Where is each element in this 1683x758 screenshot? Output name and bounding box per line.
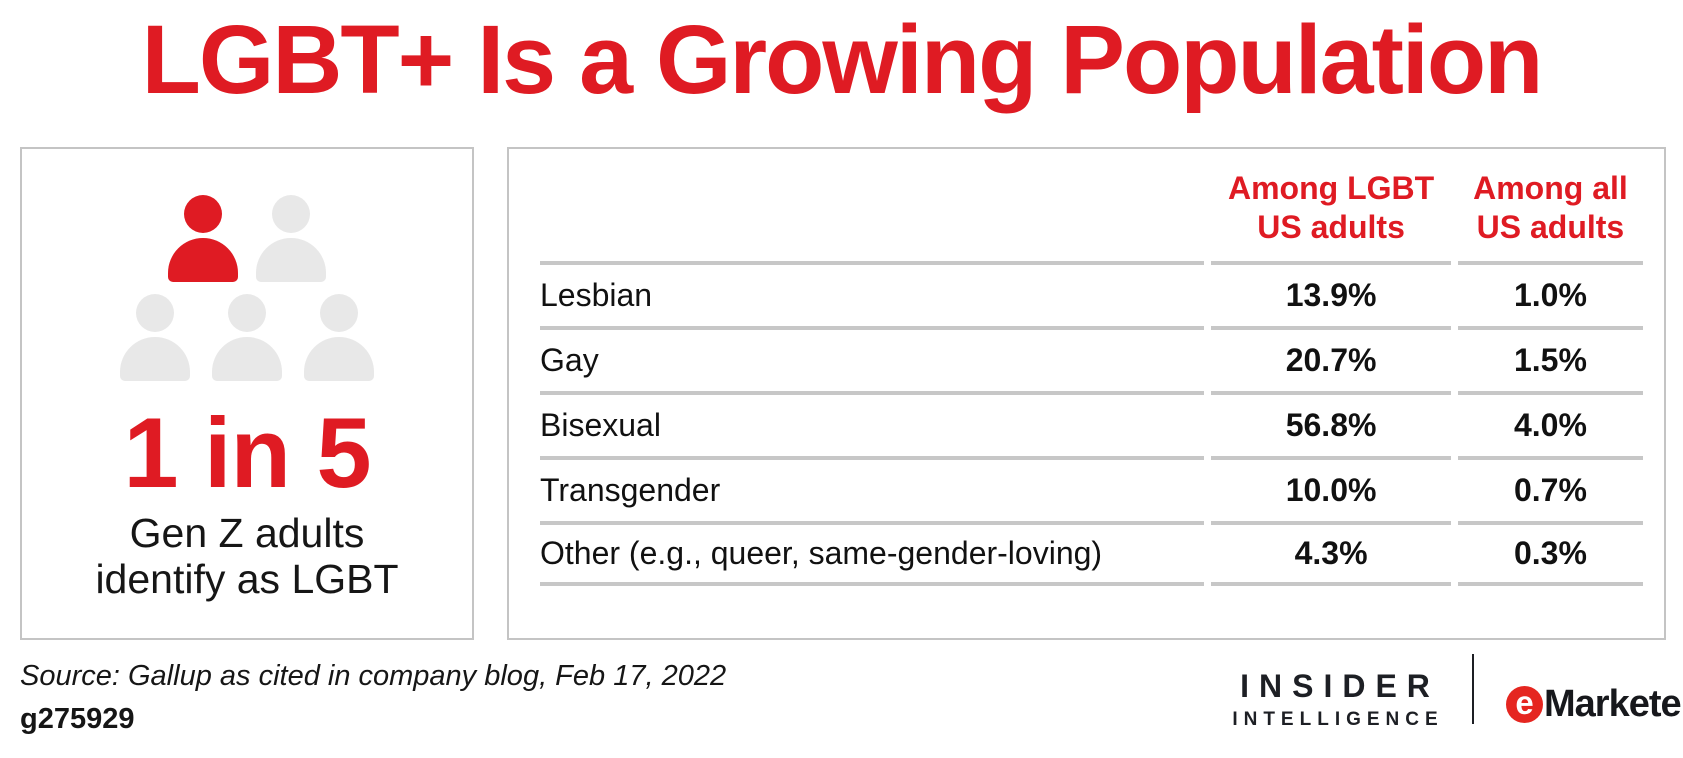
logo-divider bbox=[1472, 654, 1474, 724]
row-value-all: 4.0% bbox=[1457, 391, 1643, 456]
people-pictogram bbox=[120, 195, 374, 381]
person-torso bbox=[120, 337, 190, 381]
person-head bbox=[272, 195, 310, 233]
person-icon bbox=[212, 294, 282, 381]
data-table: Among LGBT US adults Among all US adults… bbox=[533, 149, 1650, 586]
emarketer-wordmark: Marketer bbox=[1544, 683, 1683, 725]
row-value-all: 0.3% bbox=[1457, 521, 1643, 586]
data-table-panel: Among LGBT US adults Among all US adults… bbox=[507, 147, 1666, 640]
stat-panel: 1 in 5 Gen Z adults identify as LGBT bbox=[20, 147, 474, 640]
source-note: Source: Gallup as cited in company blog,… bbox=[20, 660, 727, 692]
person-icon bbox=[304, 294, 374, 381]
row-value-lgbt: 20.7% bbox=[1211, 326, 1451, 391]
table-row: Lesbian 13.9% 1.0% bbox=[540, 261, 1643, 326]
table-row: Gay 20.7% 1.5% bbox=[540, 326, 1643, 391]
person-torso bbox=[168, 238, 238, 282]
person-head bbox=[228, 294, 266, 332]
pictogram-row-2 bbox=[120, 294, 374, 381]
row-value-all: 1.0% bbox=[1457, 261, 1643, 326]
row-value-lgbt: 13.9% bbox=[1211, 261, 1451, 326]
header-spacer bbox=[540, 149, 1204, 261]
pictogram-row-1 bbox=[168, 195, 326, 282]
person-head bbox=[184, 195, 222, 233]
row-value-all: 1.5% bbox=[1457, 326, 1643, 391]
figure-id: g275929 bbox=[20, 703, 135, 735]
person-head bbox=[320, 294, 358, 332]
row-label: Lesbian bbox=[540, 261, 1205, 326]
person-torso bbox=[304, 337, 374, 381]
insider-intelligence-logo: INSIDER INTELLIGENCE bbox=[1222, 668, 1448, 731]
column-header-all-adults: Among all US adults bbox=[1473, 169, 1628, 245]
insider-logo-line2: INTELLIGENCE bbox=[1232, 709, 1444, 730]
insider-logo-line1: INSIDER bbox=[1240, 668, 1440, 704]
stat-value: 1 in 5 bbox=[123, 397, 371, 508]
table-row: Transgender 10.0% 0.7% bbox=[540, 456, 1643, 521]
row-value-all: 0.7% bbox=[1457, 456, 1643, 521]
row-value-lgbt: 56.8% bbox=[1211, 391, 1451, 456]
row-label: Other (e.g., queer, same-gender-loving) bbox=[540, 521, 1205, 586]
row-label: Transgender bbox=[540, 456, 1205, 521]
table-row: Bisexual 56.8% 4.0% bbox=[540, 391, 1643, 456]
stat-caption-line2: identify as LGBT bbox=[95, 556, 399, 603]
page-title: LGBT+ Is a Growing Population bbox=[141, 5, 1544, 114]
table-row: Other (e.g., queer, same-gender-loving) … bbox=[540, 521, 1643, 586]
person-icon bbox=[256, 195, 326, 282]
row-value-lgbt: 4.3% bbox=[1211, 521, 1451, 586]
row-value-lgbt: 10.0% bbox=[1211, 456, 1451, 521]
person-icon-highlighted bbox=[168, 195, 238, 282]
table-header-row: Among LGBT US adults Among all US adults bbox=[540, 149, 1643, 261]
person-torso bbox=[256, 238, 326, 282]
row-label: Gay bbox=[540, 326, 1205, 391]
person-head bbox=[136, 294, 174, 332]
person-torso bbox=[212, 337, 282, 381]
person-icon bbox=[120, 294, 190, 381]
stat-caption: Gen Z adults identify as LGBT bbox=[95, 510, 398, 603]
emarketer-e-icon: e bbox=[1506, 686, 1543, 723]
stat-caption-line1: Gen Z adults bbox=[129, 510, 365, 556]
row-label: Bisexual bbox=[540, 391, 1205, 456]
column-header-lgbt-adults: Among LGBT US adults bbox=[1227, 169, 1435, 245]
